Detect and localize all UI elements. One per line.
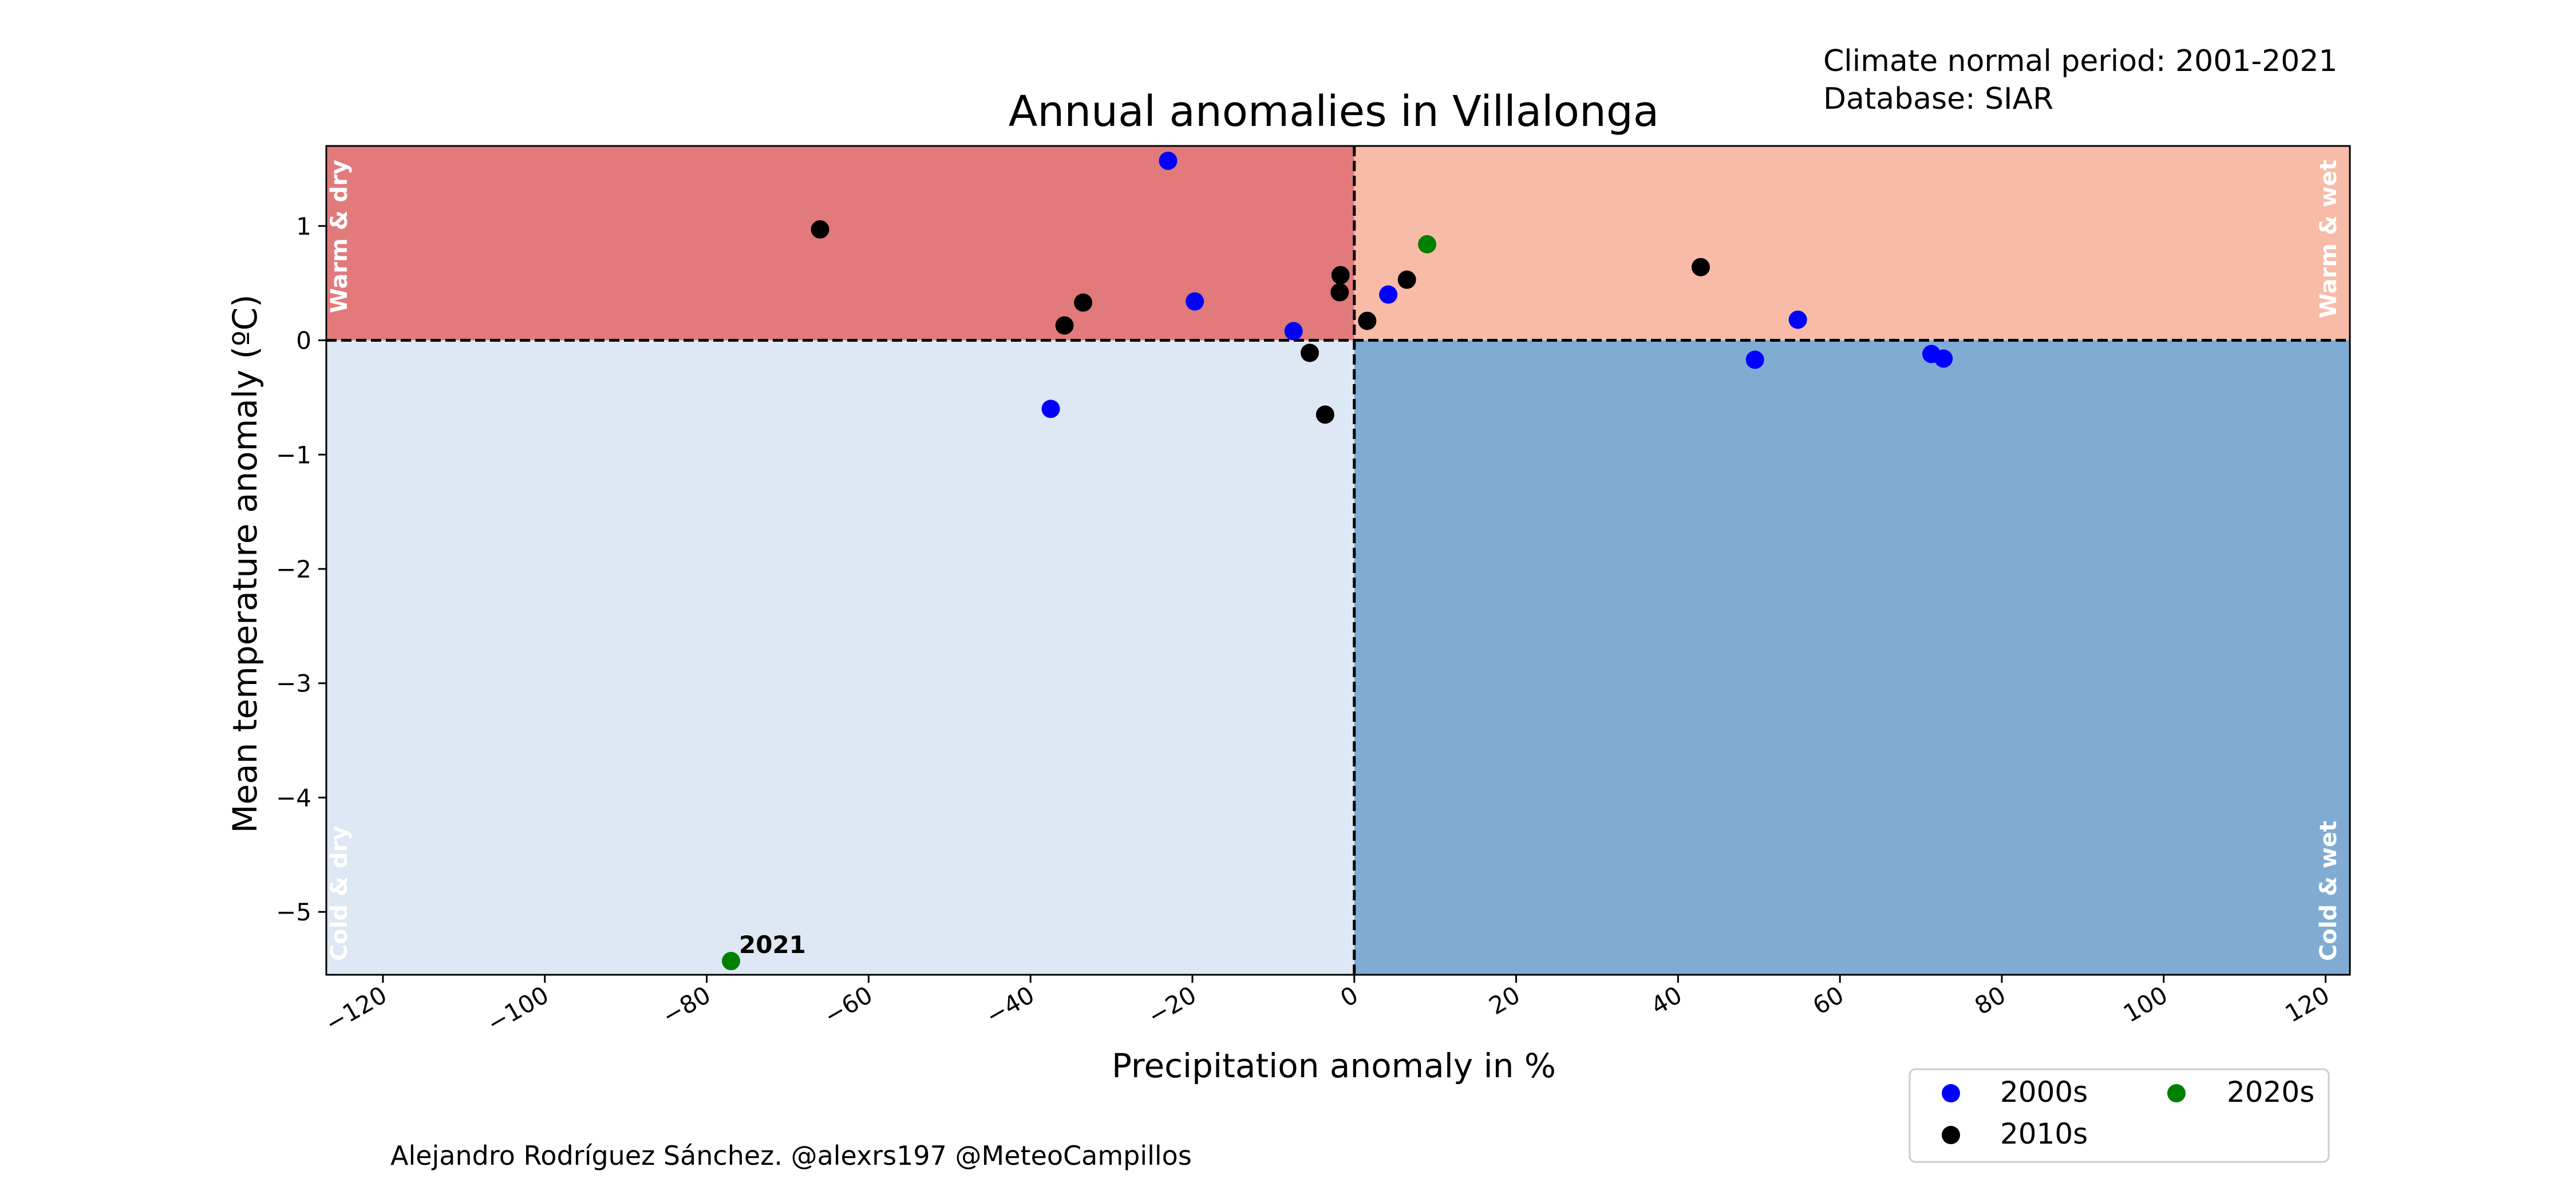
legend-marker-2000s xyxy=(1942,1084,1960,1102)
y-tick-label: 0 xyxy=(296,327,311,355)
x-tick-label: −40 xyxy=(981,980,1039,1030)
x-tick-label: −100 xyxy=(482,980,553,1038)
data-point-2000s xyxy=(1379,285,1398,304)
data-point-2000s xyxy=(1041,400,1060,418)
x-tick-label: 120 xyxy=(2281,980,2334,1028)
quadrant-warm-dry xyxy=(326,146,1354,341)
quadrant-cold-wet xyxy=(1354,340,2350,975)
legend: 2000s 2010s 2020s xyxy=(1909,1068,2330,1163)
legend-marker-2020s xyxy=(2167,1084,2186,1102)
data-points: 2021 xyxy=(722,151,1953,971)
data-point-2020s xyxy=(722,952,740,971)
data-point-2010s xyxy=(1055,316,1074,335)
x-tick-label: −20 xyxy=(1143,980,1201,1030)
footer-credit: Alejandro Rodríguez Sánchez. @alexrs197 … xyxy=(390,1140,1192,1171)
x-tick-label: 100 xyxy=(2119,980,2172,1028)
data-point-2000s xyxy=(1934,349,1953,368)
plot-frame xyxy=(325,145,2351,976)
data-point-2000s xyxy=(1186,292,1204,311)
data-point-2010s xyxy=(1397,270,1416,289)
data-point-2000s xyxy=(1788,310,1807,329)
data-point-2010s xyxy=(811,220,829,239)
x-tick-label: 0 xyxy=(1336,980,1363,1013)
quadrant-label-warm-dry: Warm & dry xyxy=(326,160,353,313)
y-axis-label: Mean temperature anomaly (ºC) xyxy=(226,294,264,833)
data-point-2000s xyxy=(1745,350,1764,369)
data-point-2010s xyxy=(1301,343,1319,362)
data-point-2010s xyxy=(1330,283,1349,302)
point-annotation: 2021 xyxy=(739,931,806,959)
y-axis-ticks: 1 0 −1 −2 −3 −4 −5 xyxy=(276,212,326,926)
quadrant-labels: Warm & dry Warm & wet Cold & dry Cold & wet xyxy=(326,160,2342,961)
data-point-2020s xyxy=(1418,235,1437,254)
quadrant-label-cold-wet: Cold & wet xyxy=(2316,821,2342,961)
data-point-2010s xyxy=(1331,266,1350,284)
y-tick-label: −3 xyxy=(276,670,311,698)
x-tick-label: 60 xyxy=(1808,980,1848,1020)
y-tick-label: −4 xyxy=(276,784,311,812)
y-tick-label: −5 xyxy=(276,898,311,926)
x-tick-label: 40 xyxy=(1646,980,1687,1020)
legend-box xyxy=(1909,1068,2330,1163)
x-tick-label: 20 xyxy=(1484,980,1525,1020)
legend-marker-2010s xyxy=(1942,1126,1960,1144)
data-point-2000s xyxy=(1159,151,1178,170)
quadrant-label-warm-wet: Warm & wet xyxy=(2316,160,2342,318)
quadrant-label-cold-dry: Cold & dry xyxy=(326,826,353,961)
info-line-database: Database: SIAR xyxy=(1823,82,2053,116)
quadrant-cold-dry xyxy=(326,340,1354,975)
x-axis-ticks: −120 −100 −80 −60 −40 −20 0 20 40 60 80 100 120 xyxy=(321,975,2334,1038)
quadrant-warm-wet xyxy=(1354,146,2350,341)
x-tick-label: −60 xyxy=(819,980,877,1030)
legend-label-2000s: 2000s xyxy=(2000,1076,2088,1109)
x-tick-label: −120 xyxy=(321,980,392,1038)
y-tick-label: 1 xyxy=(296,212,311,240)
x-axis-label: Precipitation anomaly in % xyxy=(1112,1046,1556,1085)
data-point-2010s xyxy=(1691,258,1710,276)
data-point-2010s xyxy=(1358,311,1377,330)
y-tick-label: −2 xyxy=(276,555,311,583)
info-line-period: Climate normal period: 2001-2021 xyxy=(1823,44,2338,78)
data-point-2010s xyxy=(1315,405,1334,424)
y-tick-label: −1 xyxy=(276,441,311,469)
chart-title: Annual anomalies in Villalonga xyxy=(1009,87,1660,136)
quadrant-backgrounds xyxy=(326,146,2350,975)
legend-label-2010s: 2010s xyxy=(2000,1117,2088,1150)
x-tick-label: 80 xyxy=(1970,980,2010,1020)
data-point-2000s xyxy=(1284,322,1303,341)
legend-label-2020s: 2020s xyxy=(2227,1076,2314,1109)
zero-divider-lines xyxy=(326,146,2350,975)
x-tick-label: −80 xyxy=(657,980,715,1030)
data-point-2010s xyxy=(1074,293,1093,312)
